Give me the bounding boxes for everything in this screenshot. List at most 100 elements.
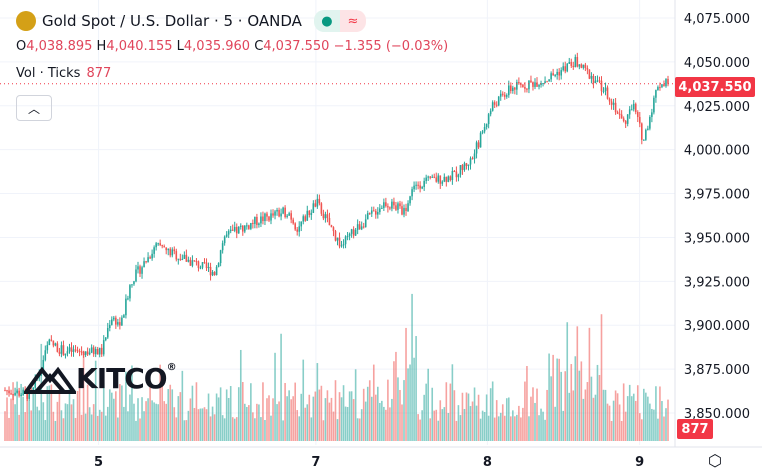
volume-bar [429, 418, 432, 441]
volume-bar [217, 397, 220, 441]
volume-bar [336, 419, 339, 441]
candle [135, 269, 137, 282]
candle [241, 225, 244, 232]
x-tick-label: 7 [311, 455, 320, 470]
candle [310, 212, 313, 215]
volume-bar [74, 417, 77, 441]
y-tick-label: 4,075.000 [684, 12, 750, 27]
volume-bar [280, 333, 282, 441]
volume-bar [96, 415, 99, 441]
candle [266, 213, 268, 217]
volume-bar [536, 388, 538, 441]
candle [14, 392, 16, 396]
candle [606, 87, 609, 99]
candle [437, 175, 440, 182]
volume-bar [98, 409, 101, 441]
candle [574, 57, 577, 68]
volume-bar [528, 416, 530, 441]
candle [451, 171, 454, 181]
volume-bar [92, 404, 95, 441]
volume-bar [379, 402, 381, 441]
candle [352, 229, 355, 236]
volume-bar [360, 409, 363, 441]
volume-bar [471, 401, 474, 441]
candle [431, 176, 434, 178]
volume-bar [312, 396, 315, 441]
volume-bar [320, 385, 323, 441]
symbol-title[interactable]: Gold Spot / U.S. Dollar · 5 · OANDA [42, 12, 302, 30]
candle [471, 158, 474, 160]
volume-bar [608, 405, 611, 441]
candle [542, 83, 544, 85]
candle [364, 219, 367, 228]
candle [370, 210, 373, 214]
collapse-legend-button[interactable]: ︿ [16, 95, 52, 121]
candle [536, 82, 538, 87]
y-tick-label: 3,850.000 [684, 407, 750, 422]
candle [568, 62, 571, 64]
candle [56, 343, 59, 352]
volume-bar [475, 405, 478, 441]
volume-bar [276, 404, 278, 441]
candle [624, 121, 627, 124]
volume-bar [409, 364, 411, 441]
volume-bar [405, 327, 407, 441]
candle [362, 226, 365, 228]
volume-bar [171, 389, 174, 441]
volume-bar [606, 403, 609, 441]
volume-bar [28, 401, 30, 441]
candle [534, 82, 536, 87]
candle [137, 266, 139, 270]
volume-bar [368, 380, 371, 441]
volume-bar [211, 406, 214, 441]
candle [195, 261, 198, 263]
settings-icon[interactable]: ⬡ [708, 451, 722, 470]
candle [42, 359, 45, 371]
volume-bar [520, 417, 522, 441]
volume-bar [477, 394, 480, 441]
candle [4, 390, 6, 392]
candle [544, 81, 546, 84]
candle [167, 248, 170, 251]
candle [175, 251, 178, 260]
volume-bar [167, 389, 170, 441]
candle [100, 347, 103, 355]
volume-bar [395, 351, 397, 441]
volume-bar [548, 353, 550, 441]
candle [419, 185, 421, 189]
volume-bar [229, 386, 232, 441]
volume-bar [119, 384, 121, 441]
candle [487, 114, 490, 125]
volume-bar [507, 397, 510, 441]
volume-bar [489, 388, 492, 441]
status-badge[interactable]: ● ≈ [313, 10, 366, 32]
candle [64, 353, 67, 356]
volume-value: 877 [86, 66, 112, 81]
volume-bar [288, 390, 290, 441]
candle [600, 80, 603, 92]
candle [622, 118, 625, 122]
volume-bar [137, 398, 139, 441]
volume-bar [215, 393, 218, 441]
volume-bar [356, 418, 359, 441]
candle [409, 196, 411, 204]
volume-bar [560, 371, 562, 441]
candle [304, 216, 307, 221]
candle [576, 57, 579, 67]
volume-bar [183, 420, 186, 441]
volume-bar [491, 381, 494, 441]
volume-bar [417, 414, 419, 441]
volume-bar [296, 410, 299, 441]
volume-bar [111, 392, 113, 441]
candle [338, 237, 341, 247]
volume-bar [104, 415, 107, 441]
candle [298, 226, 301, 232]
volume-bar [221, 415, 224, 441]
volume-bar [223, 418, 226, 441]
volume-bar [304, 407, 307, 441]
volume-bar [586, 382, 589, 441]
candle [60, 345, 63, 354]
candle [516, 82, 518, 90]
volume-bar [155, 403, 157, 441]
